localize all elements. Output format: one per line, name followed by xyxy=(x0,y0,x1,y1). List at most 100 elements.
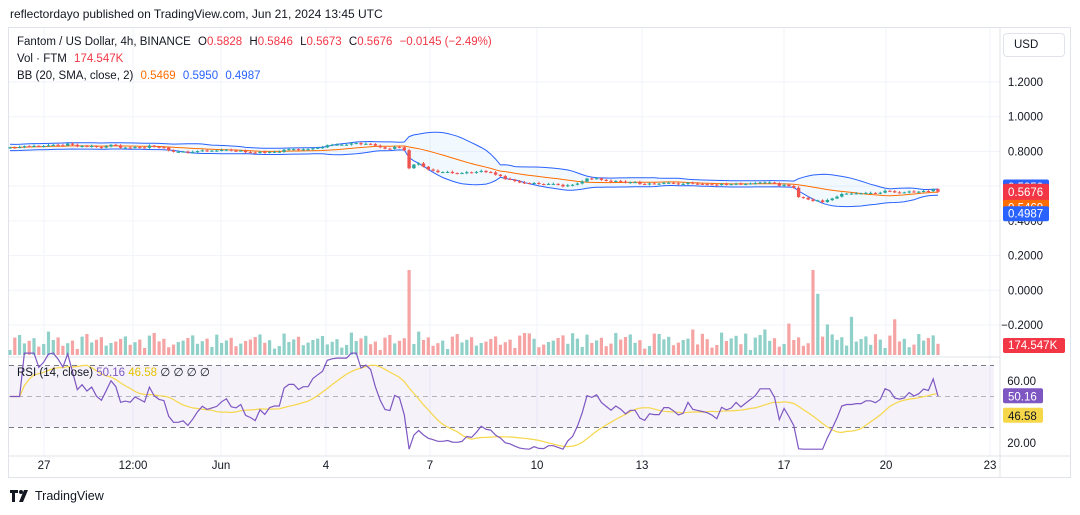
volume-bar xyxy=(220,343,224,355)
volume-bar xyxy=(508,339,512,355)
candle xyxy=(734,183,738,185)
volume-bar xyxy=(200,341,204,355)
candle xyxy=(393,146,397,149)
candle xyxy=(643,183,647,185)
volume-bar xyxy=(532,338,536,355)
volume-bar xyxy=(604,346,608,355)
volume-bar xyxy=(325,344,329,355)
volume-bar xyxy=(489,339,493,355)
candle xyxy=(373,144,378,146)
candle xyxy=(441,172,445,174)
volume-bar xyxy=(869,344,873,355)
volume-bar xyxy=(585,334,589,355)
tradingview-brand[interactable]: TradingView xyxy=(10,489,104,503)
candle xyxy=(147,145,152,148)
candle xyxy=(715,184,719,186)
volume-bar xyxy=(599,337,603,355)
open-value: O0.5828 xyxy=(198,36,243,48)
volume-bar xyxy=(614,333,618,355)
volume-bar xyxy=(715,345,719,355)
volume-bar xyxy=(450,336,454,355)
volume-bar xyxy=(801,345,805,355)
volume-bar xyxy=(85,334,89,355)
candle xyxy=(157,146,161,148)
candle xyxy=(421,163,426,167)
bb-lower-price-label: 0.4987 xyxy=(1008,209,1043,221)
candle xyxy=(744,183,748,185)
rsi-value: 50.16 xyxy=(96,367,126,379)
close-value: C0.5676 xyxy=(348,36,393,48)
volume-bar xyxy=(301,345,305,355)
volume-bar xyxy=(729,338,733,355)
candle xyxy=(864,192,868,194)
candle xyxy=(171,150,176,152)
volume-bar xyxy=(104,345,108,355)
candle xyxy=(854,193,858,195)
volume-bar xyxy=(931,335,935,355)
price-tick-label: 1.2000 xyxy=(1008,77,1043,89)
volume-bar xyxy=(345,345,349,355)
volume-bar xyxy=(522,333,527,355)
rsi-ma-line xyxy=(10,364,939,448)
volume-bar xyxy=(66,343,70,355)
volume-bar xyxy=(518,335,522,355)
rsi-ma-badge xyxy=(1003,407,1043,423)
volume-bar xyxy=(590,343,594,355)
volume-bar xyxy=(421,340,426,355)
rsi-label[interactable]: RSI (14, close) xyxy=(17,367,94,379)
candle xyxy=(729,184,733,186)
time-tick-label: 17 xyxy=(778,460,791,472)
currency-button[interactable]: USD xyxy=(1003,33,1065,57)
volume-bar xyxy=(926,338,930,355)
volume-bar xyxy=(13,337,17,355)
candle xyxy=(859,193,863,195)
volume-bar xyxy=(90,342,94,355)
volume-bar xyxy=(296,336,301,355)
volume-bar xyxy=(330,341,334,355)
candle xyxy=(383,147,387,149)
candle xyxy=(931,189,935,192)
candle xyxy=(17,147,22,149)
candle xyxy=(820,200,825,203)
volume-label[interactable]: Vol · FTM xyxy=(17,53,67,65)
time-tick-label: 27 xyxy=(38,460,51,472)
candle xyxy=(287,149,291,151)
candle xyxy=(51,144,55,146)
candle xyxy=(936,189,940,192)
candle xyxy=(426,166,430,170)
volume-bar xyxy=(417,331,421,355)
bb-label[interactable]: BB (20, SMA, close, 2) xyxy=(17,70,134,82)
volume-bar xyxy=(556,338,560,355)
candle xyxy=(705,184,709,186)
volume-bar xyxy=(897,341,902,355)
volume-bar xyxy=(724,341,728,355)
symbol-title[interactable]: Fantom / US Dollar, 4h, BINANCE xyxy=(17,36,191,48)
candle xyxy=(498,174,503,177)
volume-price-label: 174.547K xyxy=(1008,340,1058,352)
candle xyxy=(614,180,618,182)
volume-bar xyxy=(27,340,31,355)
volume-bar xyxy=(734,335,738,355)
volume-bar xyxy=(388,335,392,355)
volume-bar xyxy=(782,344,786,355)
candle xyxy=(575,183,580,185)
candle xyxy=(561,184,565,187)
candle xyxy=(893,191,897,193)
candle xyxy=(460,173,464,175)
time-tick-label: 23 xyxy=(984,460,997,472)
candle xyxy=(412,164,416,169)
candle xyxy=(431,169,435,171)
candle xyxy=(94,146,99,147)
candle xyxy=(844,193,849,195)
volume-bar xyxy=(229,337,233,355)
bb-basis-line xyxy=(9,145,939,197)
candle xyxy=(695,183,700,185)
candle xyxy=(633,182,637,184)
volume-bar xyxy=(42,344,46,355)
candle xyxy=(349,143,354,145)
candle xyxy=(359,143,363,145)
price-tick-label: 0.2000 xyxy=(1008,251,1043,263)
time-tick-label: 7 xyxy=(427,460,433,472)
candle xyxy=(123,147,128,149)
